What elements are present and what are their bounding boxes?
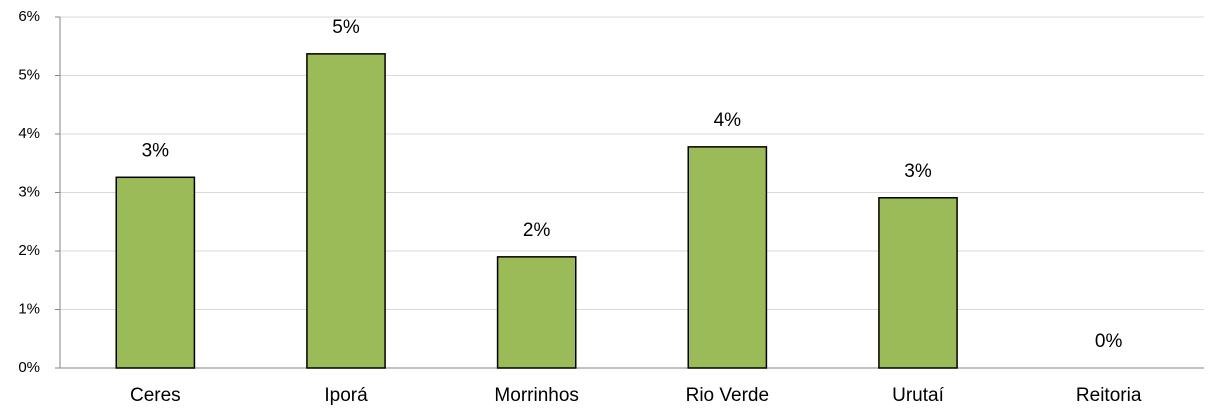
bar <box>687 146 768 369</box>
bar <box>115 176 196 369</box>
y-tick-label: 0% <box>18 359 40 376</box>
bar <box>878 197 958 369</box>
y-tick-label: 4% <box>18 125 40 142</box>
x-tick-label: Ceres <box>130 385 181 406</box>
bar <box>306 53 386 369</box>
y-tick-label: 2% <box>18 242 40 259</box>
data-label: 4% <box>714 110 742 131</box>
data-label: 2% <box>523 220 551 241</box>
data-label: 5% <box>332 17 360 38</box>
x-tick-label: Iporá <box>324 385 368 406</box>
y-tick-label: 3% <box>18 183 40 200</box>
x-tick-label: Morrinhos <box>494 385 578 406</box>
y-tick-label: 1% <box>18 300 40 317</box>
x-tick-label: Rio Verde <box>686 385 769 406</box>
y-tick-label: 5% <box>18 66 40 83</box>
data-label: 3% <box>904 161 932 182</box>
y-tick-label: 6% <box>18 8 40 25</box>
x-tick-label: Reitoria <box>1076 385 1142 406</box>
x-tick-label: Urutaí <box>892 385 944 406</box>
data-label: 0% <box>1095 331 1123 352</box>
bar <box>496 256 577 369</box>
data-label: 3% <box>142 140 170 161</box>
